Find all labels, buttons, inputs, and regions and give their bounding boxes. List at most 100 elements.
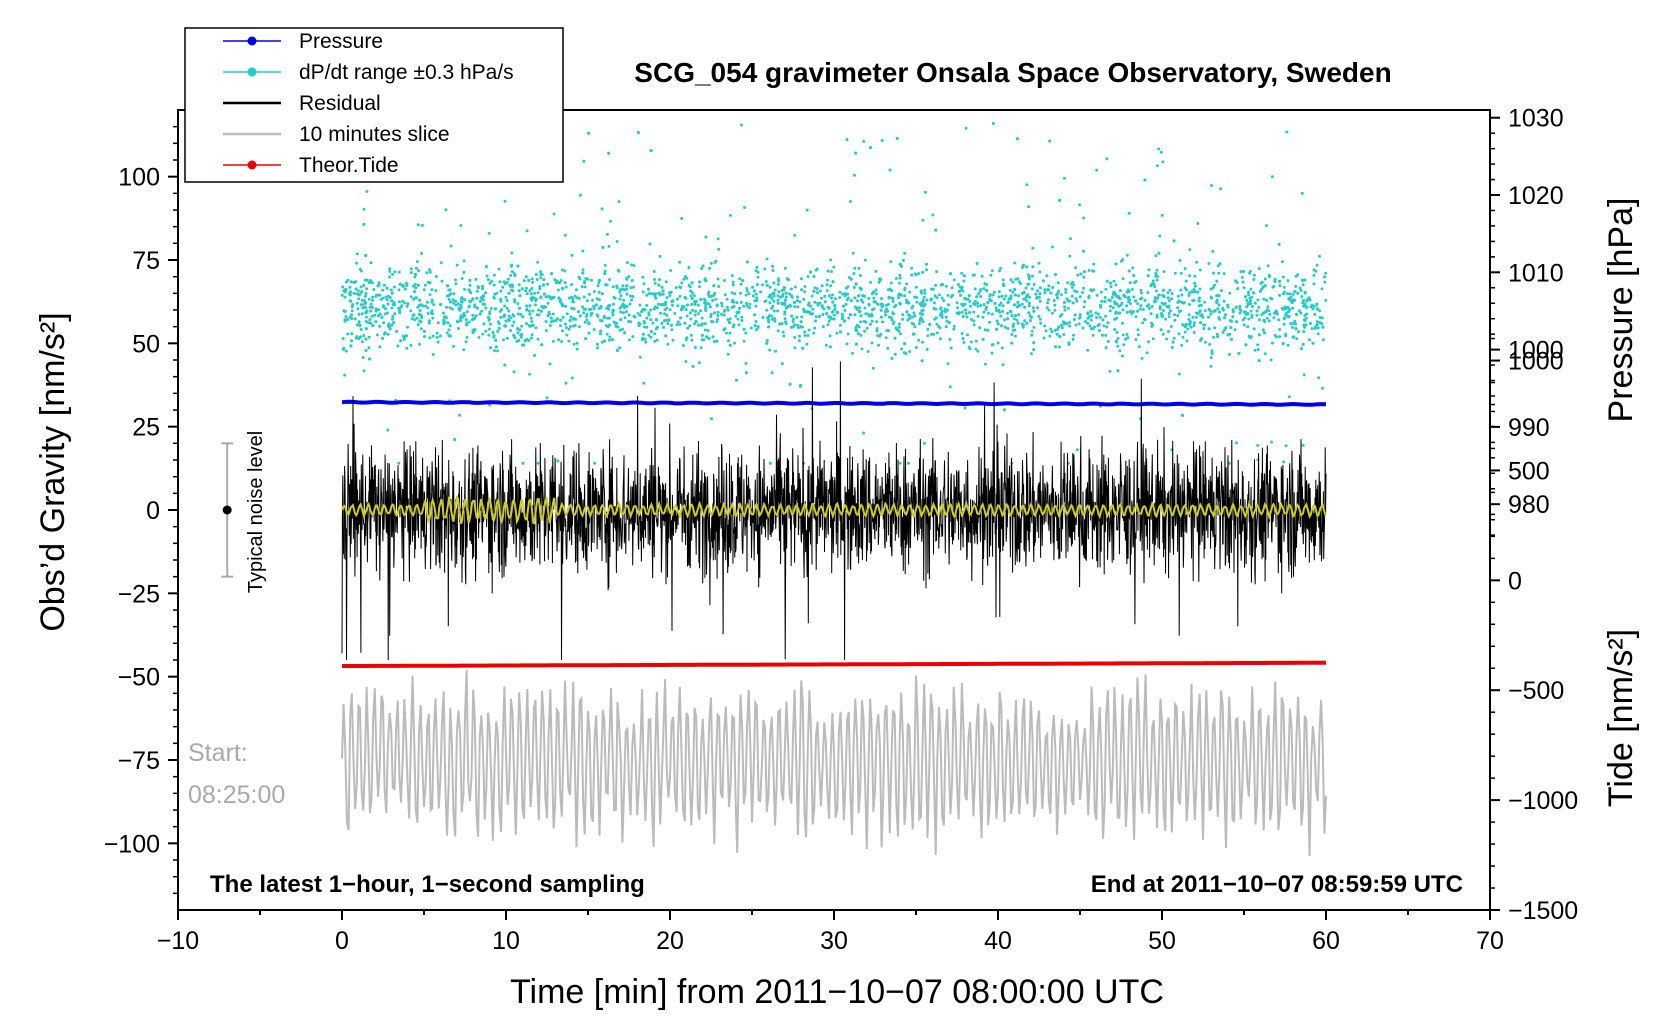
dpdt-point bbox=[611, 313, 615, 317]
dpdt-point bbox=[1162, 309, 1166, 313]
dpdt-point bbox=[350, 339, 354, 343]
dpdt-point bbox=[1032, 309, 1036, 313]
dpdt-point bbox=[815, 267, 819, 271]
dpdt-point bbox=[778, 322, 782, 326]
dpdt-point bbox=[1308, 298, 1312, 302]
dpdt-point bbox=[487, 231, 491, 235]
dpdt-point bbox=[1177, 310, 1181, 313]
dpdt-point bbox=[1271, 285, 1275, 289]
dpdt-point bbox=[1222, 299, 1226, 303]
dpdt-point bbox=[685, 336, 689, 340]
dpdt-point bbox=[1134, 315, 1138, 319]
dpdt-point bbox=[1131, 310, 1135, 314]
dpdt-point bbox=[1072, 283, 1075, 287]
dpdt-point bbox=[570, 306, 574, 310]
dpdt-point bbox=[866, 350, 870, 353]
dpdt-point bbox=[622, 298, 626, 302]
dpdt-point bbox=[664, 334, 668, 338]
dpdt-point bbox=[587, 131, 591, 135]
dpdt-point bbox=[1038, 270, 1042, 274]
dpdt-point bbox=[423, 330, 426, 333]
dpdt-point bbox=[1231, 310, 1235, 314]
dpdt-point bbox=[357, 337, 361, 341]
dpdt-point bbox=[1027, 205, 1031, 209]
dpdt-point bbox=[445, 331, 449, 335]
dpdt-point bbox=[1063, 305, 1067, 309]
dpdt-point bbox=[1215, 332, 1219, 336]
dpdt-point bbox=[544, 295, 548, 299]
dpdt-point bbox=[885, 303, 889, 307]
dpdt-point bbox=[870, 314, 874, 318]
dpdt-point bbox=[720, 304, 724, 308]
dpdt-point bbox=[1210, 349, 1214, 353]
dpdt-point bbox=[1178, 259, 1182, 262]
dpdt-point bbox=[1022, 323, 1026, 327]
dpdt-point bbox=[564, 322, 567, 326]
dpdt-point bbox=[1320, 322, 1324, 326]
dpdt-point bbox=[603, 272, 607, 276]
dpdt-point bbox=[1117, 311, 1121, 315]
dpdt-point bbox=[1184, 322, 1188, 326]
dpdt-point bbox=[1162, 295, 1166, 299]
dpdt-point bbox=[487, 327, 491, 331]
dpdt-point bbox=[519, 333, 523, 337]
dpdt-point bbox=[1125, 253, 1129, 257]
dpdt-point bbox=[1017, 303, 1021, 307]
dpdt-point bbox=[669, 269, 673, 272]
dpdt-point bbox=[1311, 341, 1315, 345]
dpdt-point bbox=[1103, 300, 1107, 303]
dpdt-point bbox=[903, 288, 907, 291]
dpdt-point bbox=[1079, 272, 1083, 276]
dpdt-point bbox=[1121, 308, 1125, 312]
x-tick-label: 30 bbox=[820, 927, 848, 955]
dpdt-point bbox=[460, 314, 464, 318]
dpdt-point bbox=[1026, 273, 1030, 277]
dpdt-point bbox=[1031, 246, 1035, 250]
dpdt-point bbox=[944, 325, 948, 329]
y-axis-title-pressure: Pressure [hPa] bbox=[1602, 198, 1640, 423]
dpdt-point bbox=[781, 292, 785, 296]
dpdt-point bbox=[413, 275, 417, 279]
dpdt-point bbox=[516, 331, 520, 335]
dpdt-point bbox=[563, 269, 567, 273]
dpdt-point bbox=[1103, 296, 1107, 299]
dpdt-point bbox=[396, 344, 400, 348]
dpdt-point bbox=[534, 273, 538, 276]
x-tick-label: 10 bbox=[492, 927, 520, 955]
dpdt-point bbox=[523, 339, 527, 342]
dpdt-point bbox=[1066, 306, 1070, 310]
dpdt-point bbox=[1025, 321, 1029, 325]
dpdt-point bbox=[1029, 352, 1033, 356]
dpdt-point bbox=[359, 285, 363, 289]
dpdt-point bbox=[516, 264, 520, 268]
dpdt-point bbox=[355, 335, 359, 339]
dpdt-point bbox=[678, 285, 682, 289]
dpdt-point bbox=[592, 328, 596, 331]
dpdt-point bbox=[539, 296, 543, 300]
dpdt-point bbox=[615, 240, 619, 243]
dpdt-point bbox=[411, 313, 415, 317]
dpdt-point bbox=[683, 275, 687, 278]
dpdt-point bbox=[583, 320, 587, 324]
legend-item: Theor.Tide bbox=[223, 154, 399, 177]
dpdt-point bbox=[1001, 309, 1005, 313]
dpdt-point bbox=[1162, 270, 1166, 274]
dpdt-point bbox=[807, 303, 810, 307]
dpdt-point bbox=[426, 312, 430, 315]
dpdt-point bbox=[981, 315, 985, 319]
dpdt-point bbox=[619, 310, 623, 314]
dpdt-point bbox=[471, 313, 475, 317]
dpdt-point bbox=[649, 335, 653, 339]
dpdt-point bbox=[736, 317, 740, 321]
dpdt-point bbox=[530, 333, 534, 337]
dpdt-point bbox=[763, 300, 767, 303]
dpdt-point bbox=[833, 303, 837, 307]
dpdt-point bbox=[830, 270, 833, 274]
dpdt-point bbox=[390, 299, 394, 303]
dpdt-point bbox=[576, 296, 579, 300]
dpdt-point bbox=[879, 315, 883, 319]
dpdt-point bbox=[564, 381, 568, 385]
dpdt-point bbox=[832, 313, 836, 317]
dpdt-point bbox=[917, 272, 921, 276]
dpdt-point bbox=[1121, 321, 1124, 325]
